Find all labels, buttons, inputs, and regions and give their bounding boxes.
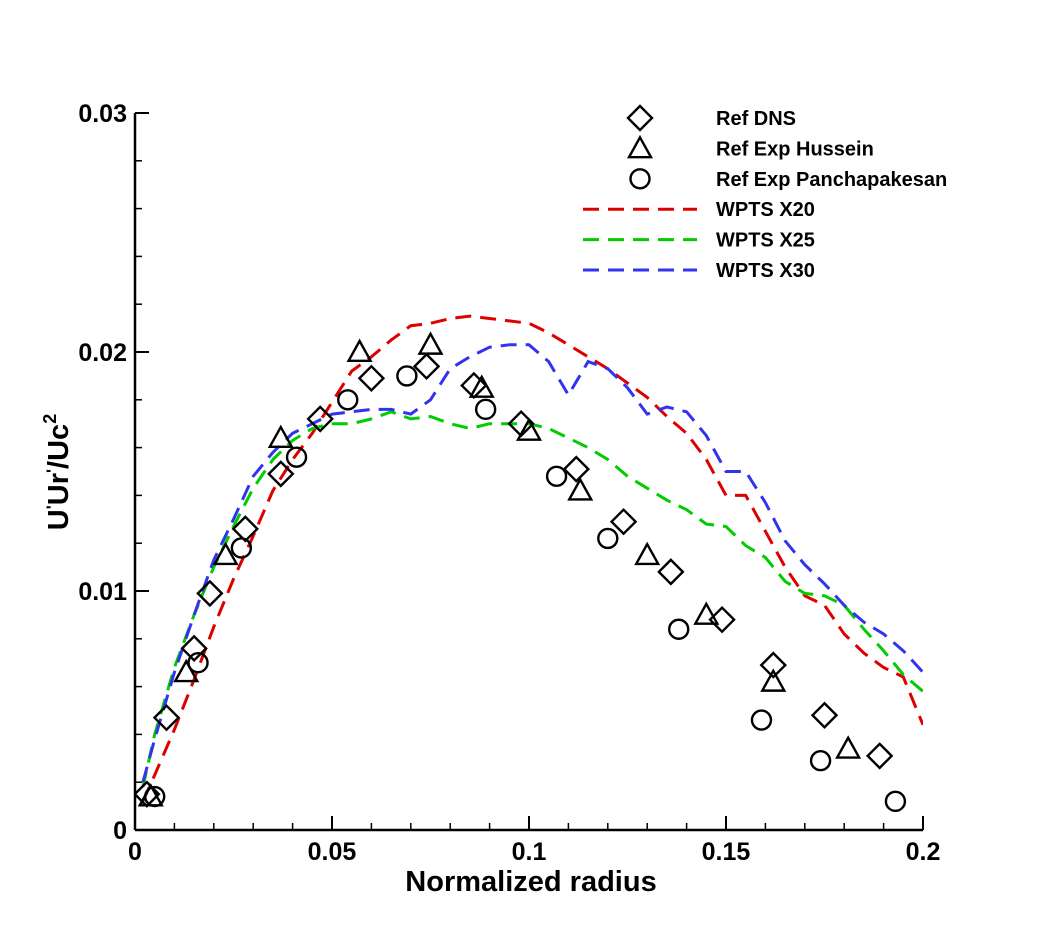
data-point-ref-dns <box>231 515 260 543</box>
data-point-ref-exp-hussein <box>468 374 495 398</box>
y-axis-title: U'Ur'/Uc2 <box>40 414 75 530</box>
legend-symbol-ref-dns <box>626 104 654 132</box>
legend-label-wpts-x20: WPTS X20 <box>716 199 815 221</box>
data-point-ref-exp-panchapakesan <box>597 527 619 550</box>
data-point-ref-dns <box>562 455 590 483</box>
data-point-ref-dns <box>657 558 685 586</box>
data-point-ref-dns <box>609 507 638 536</box>
series-layer <box>135 314 923 813</box>
data-point-ref-dns <box>180 634 208 663</box>
data-point-ref-dns <box>152 703 181 732</box>
x-tick-label: 0 <box>128 838 142 866</box>
data-point-ref-exp-hussein <box>212 541 239 566</box>
data-point-ref-dns <box>306 405 334 433</box>
data-point-ref-exp-hussein <box>835 735 862 759</box>
data-point-ref-dns <box>865 742 894 770</box>
legend-label-ref-dns: Ref DNS <box>716 108 796 130</box>
data-point-ref-exp-panchapakesan <box>750 709 773 731</box>
data-point-ref-dns <box>810 701 839 729</box>
x-tick-label: 0.15 <box>702 838 751 866</box>
data-point-ref-exp-panchapakesan <box>285 446 308 468</box>
axes-layer: 0 0.05 0.1 0.15 0.2 0 0.01 0.02 0.03 <box>78 100 940 866</box>
data-point-ref-exp-hussein <box>417 331 444 355</box>
legend: Ref DNS Ref Exp Hussein Ref Exp Panchapake… <box>583 104 947 282</box>
series-line-wpts-x20 <box>141 314 923 802</box>
data-point-ref-exp-hussein <box>567 477 594 501</box>
x-tick-label: 0.2 <box>906 838 941 866</box>
x-tick-label: 0.1 <box>512 838 547 866</box>
data-point-ref-dns <box>412 352 441 381</box>
data-point-ref-dns <box>267 460 295 488</box>
x-tick-label: 0.05 <box>308 838 357 866</box>
series-line-wpts-x25 <box>141 410 923 788</box>
y-tick-label: 0 <box>113 817 127 845</box>
x-axis-title: Normalized radius <box>405 866 656 898</box>
data-point-ref-exp-hussein <box>634 541 661 566</box>
y-tick-label: 0.02 <box>78 339 127 367</box>
legend-symbol-ref-exp-hussein <box>626 134 654 159</box>
data-point-ref-exp-panchapakesan <box>545 465 568 487</box>
data-point-ref-exp-panchapakesan <box>230 537 253 559</box>
legend-label-wpts-x30: WPTS X30 <box>716 260 815 282</box>
data-point-ref-dns <box>759 651 787 679</box>
data-point-ref-exp-hussein <box>346 338 373 362</box>
data-point-ref-dns <box>196 579 224 608</box>
data-point-ref-exp-panchapakesan <box>474 398 497 421</box>
data-point-ref-exp-panchapakesan <box>396 365 418 387</box>
data-point-ref-exp-panchapakesan <box>809 749 832 772</box>
data-point-ref-exp-panchapakesan <box>884 790 907 813</box>
legend-label-ref-exp-panchapakesan: Ref Exp Panchapakesan <box>716 169 947 191</box>
data-point-ref-exp-panchapakesan <box>187 652 209 674</box>
series-line-wpts-x30 <box>141 343 923 783</box>
y-tick-label: 0.03 <box>78 100 127 128</box>
data-point-ref-exp-hussein <box>267 424 294 449</box>
data-point-ref-exp-hussein <box>515 417 543 441</box>
legend-label-wpts-x25: WPTS X25 <box>716 230 815 252</box>
legend-symbol-ref-exp-panchapakesan <box>629 168 651 190</box>
data-point-ref-exp-hussein <box>693 601 720 625</box>
legend-label-ref-exp-hussein: Ref Exp Hussein <box>716 138 874 160</box>
data-point-ref-exp-panchapakesan <box>337 389 359 411</box>
data-point-ref-exp-hussein <box>760 668 787 692</box>
data-point-ref-dns <box>357 364 386 392</box>
data-point-ref-exp-panchapakesan <box>668 618 690 640</box>
data-point-ref-exp-panchapakesan <box>143 785 166 808</box>
y-tick-label: 0.01 <box>78 578 127 606</box>
